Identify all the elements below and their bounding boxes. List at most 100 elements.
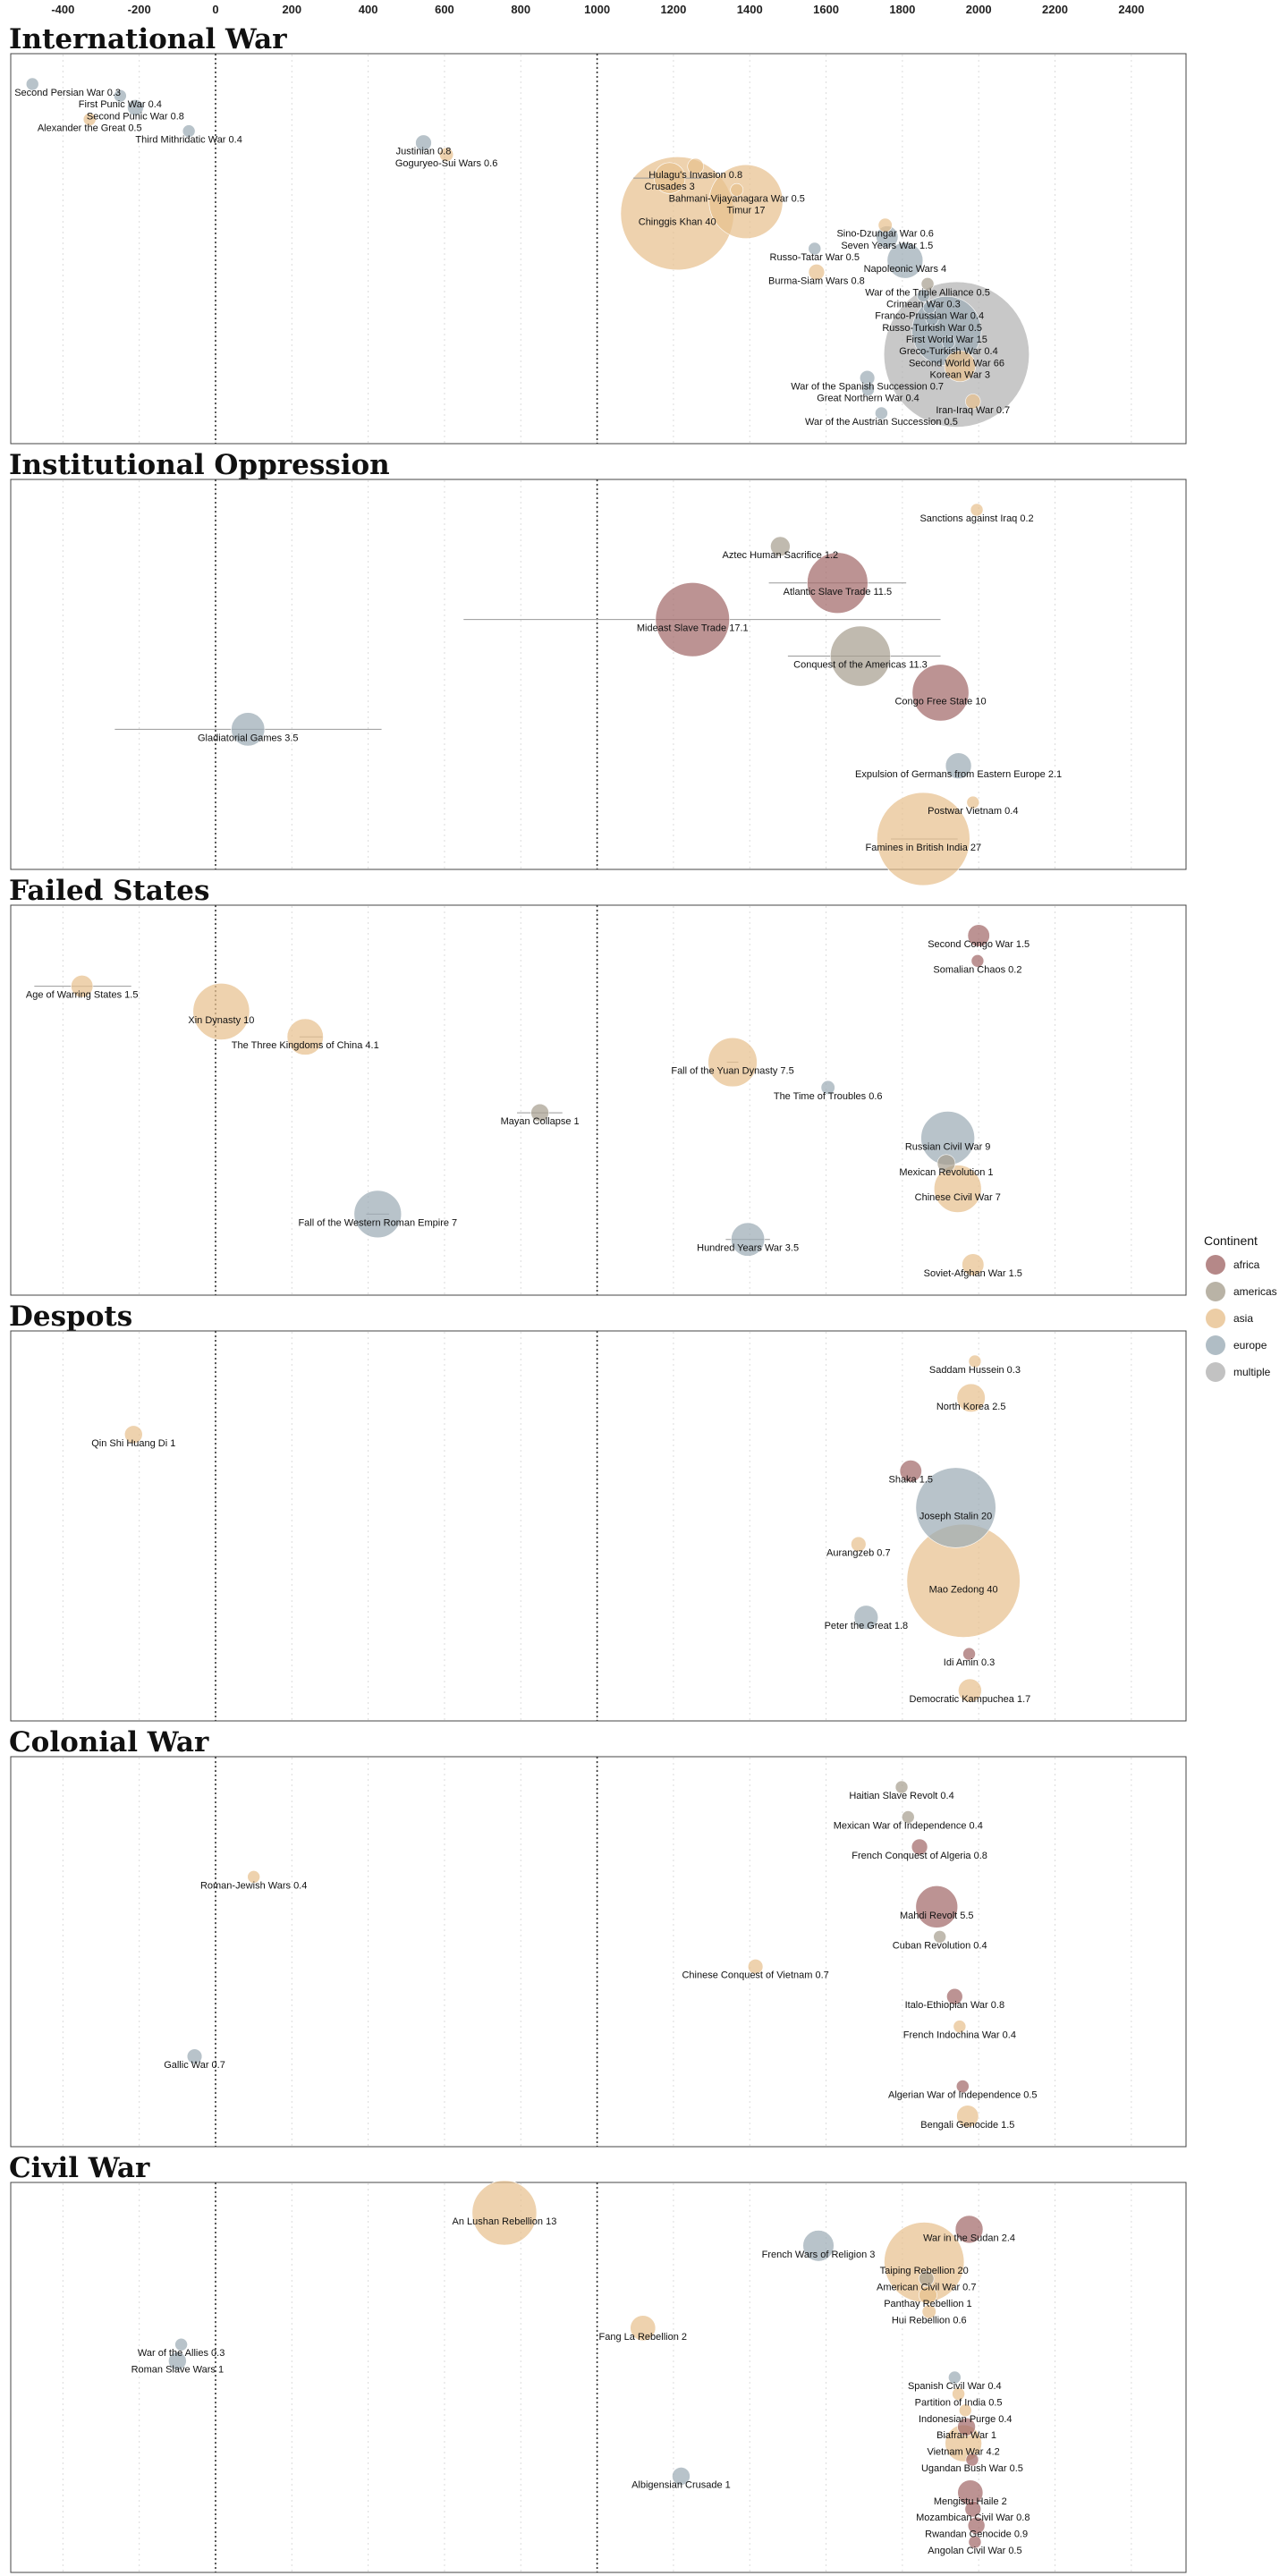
- event-bubble: [954, 2215, 984, 2244]
- event-label: Greco-Turkish War 0.4: [899, 346, 997, 357]
- panel-frame: [10, 479, 1187, 870]
- event-bubble: [901, 1810, 915, 1824]
- event-label: Soviet-Afghan War 1.5: [924, 1268, 1022, 1279]
- event-label: War of the Allies 0.3: [138, 2348, 225, 2359]
- event-bubble: [920, 277, 935, 291]
- event-label: Italo-Ethiopian War 0.8: [905, 2000, 1004, 2011]
- event-bubble: [919, 2270, 935, 2287]
- event-bubble: [808, 264, 826, 281]
- event-bubble: [168, 2351, 187, 2370]
- event-label: Second Congo War 1.5: [928, 939, 1030, 950]
- event-label: Second World War 66: [909, 358, 1004, 369]
- event-label: Hui Rebellion 0.6: [892, 2315, 967, 2326]
- panel-title: Institutional Oppression: [9, 449, 390, 481]
- panel: Failed States Second Congo War 1.5 Somalia…: [9, 875, 1187, 1296]
- event-label: The Time of Troubles 0.6: [774, 1091, 883, 1102]
- event-bubble: [958, 1678, 982, 1703]
- event-label: Spanish Civil War 0.4: [908, 2381, 1002, 2392]
- event-label: Russo-Tatar War 0.5: [770, 252, 860, 263]
- event-label: French Indochina War 0.4: [903, 2030, 1016, 2041]
- event-bubble: [687, 157, 704, 175]
- event-bubble: [911, 664, 970, 722]
- legend-swatch: [1206, 1362, 1225, 1382]
- event-label: Chinese Conquest of Vietnam 0.7: [682, 1970, 828, 1981]
- event-label: Fall of the Western Roman Empire 7: [298, 1217, 457, 1228]
- event-bubble: [439, 147, 454, 162]
- event-bubble: [967, 2516, 986, 2535]
- event-bubble: [933, 1929, 946, 1944]
- event-label: Ugandan Bush War 0.5: [921, 2463, 1023, 2474]
- event-label: Chinese Civil War 7: [915, 1192, 1001, 1203]
- event-label: Justinian 0.8: [396, 147, 452, 157]
- event-label: Burma-Siam Wars 0.8: [768, 275, 865, 286]
- event-label: Congo Free State 10: [894, 696, 986, 707]
- event-bubble: [630, 2315, 657, 2342]
- event-label: Second Persian War 0.3: [14, 88, 121, 98]
- event-label: Roman Slave Wars 1: [131, 2365, 225, 2376]
- event-label: Biafran War 1: [936, 2430, 996, 2441]
- event-label: Albigensian Crusade 1: [631, 2479, 731, 2490]
- event-bubble: [415, 134, 432, 151]
- event-label: Alexander the Great 0.5: [38, 123, 142, 133]
- event-bubble: [957, 2417, 976, 2436]
- event-label: Mengistu Haile 2: [934, 2496, 1007, 2507]
- event-bubble: [123, 1425, 143, 1445]
- event-bubble: [71, 975, 94, 998]
- event-bubble: [353, 1190, 402, 1239]
- x-tick-label: 400: [359, 3, 378, 16]
- event-label: First World War 15: [906, 335, 987, 345]
- event-bubble: [966, 795, 980, 809]
- x-tick-label: -400: [51, 3, 74, 16]
- legend-title: Continent: [1204, 1233, 1258, 1248]
- event-bubble: [936, 1154, 956, 1174]
- event-bubble: [770, 536, 791, 557]
- event-label: Seven Years War 1.5: [841, 241, 933, 251]
- event-label: An Lushan Rebellion 13: [453, 2216, 557, 2227]
- x-tick-label: 1200: [660, 3, 686, 16]
- event-bubble: [174, 2337, 188, 2351]
- event-label: Rwandan Genocide 0.9: [925, 2529, 1028, 2540]
- event-label: Bengali Genocide 1.5: [920, 2120, 1014, 2131]
- event-bubble: [530, 1103, 549, 1123]
- event-bubble: [286, 1018, 324, 1055]
- event-label: French Wars of Religion 3: [762, 2250, 876, 2260]
- event-label: Russian Civil War 9: [905, 1141, 991, 1152]
- event-label: Aztec Human Sacrifice 1.2: [723, 550, 839, 561]
- panel: Institutional Oppression Sanctions agains…: [9, 449, 1187, 886]
- event-bubble: [886, 242, 924, 279]
- legend-entry-label: africa: [1233, 1258, 1260, 1271]
- event-bubble: [861, 383, 875, 397]
- legend-swatch: [1206, 1335, 1225, 1355]
- event-bubble: [933, 1165, 982, 1213]
- event-bubble: [894, 1780, 909, 1794]
- event-bubble: [851, 1536, 867, 1553]
- event-label: Indonesian Purge 0.4: [919, 2414, 1013, 2425]
- event-label: American Civil War 0.7: [877, 2283, 976, 2293]
- event-label: Bahmani-Vijayanagara War 0.5: [669, 193, 805, 204]
- panel-title: Failed States: [9, 875, 209, 907]
- event-bubble: [946, 1987, 963, 2005]
- event-label: Somalian Chaos 0.2: [933, 964, 1021, 975]
- event-bubble: [942, 335, 955, 350]
- event-label: Partition of India 0.5: [915, 2397, 1003, 2408]
- event-label: Sanctions against Iraq 0.2: [919, 513, 1033, 524]
- event-bubble: [956, 1383, 986, 1413]
- event-bubble: [899, 1460, 922, 1483]
- event-label: Idi Amin 0.3: [944, 1657, 995, 1668]
- legend-entry-label: americas: [1233, 1285, 1277, 1298]
- event-label: Hulagu's Invasion 0.8: [648, 170, 742, 181]
- event-bubble: [875, 406, 888, 420]
- x-tick-label: 1000: [584, 3, 610, 16]
- event-label: Franco-Prussian War 0.4: [875, 311, 984, 322]
- event-label: Atlantic Slave Trade 11.5: [784, 587, 892, 597]
- x-tick-label: 0: [212, 3, 218, 16]
- event-bubble: [731, 1222, 766, 1257]
- event-bubble: [952, 2387, 965, 2401]
- event-bubble: [808, 242, 822, 256]
- event-bubble: [877, 792, 970, 886]
- event-label: Joseph Stalin 20: [919, 1512, 992, 1522]
- event-bubble: [182, 124, 196, 138]
- event-label: Expulsion of Germans from Eastern Europe…: [855, 769, 1062, 780]
- event-bubble: [247, 1870, 260, 1884]
- x-axis: -400 -200 0 200 400 600 800 1000 1200 1400 1600 180…: [51, 3, 1144, 16]
